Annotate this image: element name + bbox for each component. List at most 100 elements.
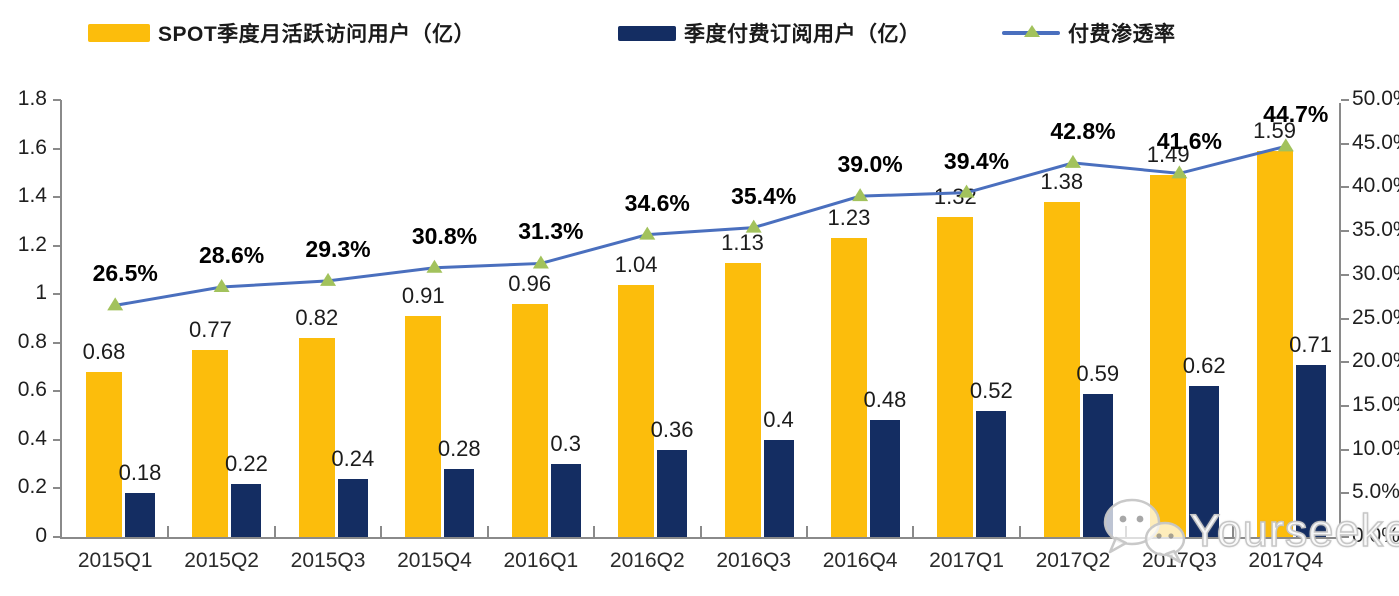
left-axis-tick-label: 1.2 (17, 232, 47, 256)
left-axis-tick (53, 244, 61, 247)
bar-mau (724, 262, 761, 537)
bar-subscribers (1295, 364, 1326, 537)
x-axis-category-label: 2015Q1 (77, 549, 153, 572)
bar-mau (298, 337, 335, 537)
right-axis-tick (1341, 142, 1349, 145)
subscriber-value-label: 0.4 (763, 406, 794, 432)
right-axis-tick-label: 30.0% (1352, 261, 1399, 285)
x-axis-tick (593, 526, 596, 537)
triangle-marker-icon (1024, 25, 1040, 37)
bar-mau (405, 316, 442, 537)
left-axis-tick-label: 1.6 (17, 135, 47, 159)
x-axis-category-label: 2015Q3 (290, 549, 366, 572)
legend-item-mau: SPOT季度月活跃访问用户（亿） (88, 18, 475, 48)
subscriber-value-label: 0.59 (1076, 360, 1120, 386)
left-axis-tick-label: 0 (35, 524, 47, 547)
subscriber-value-label: 0.36 (650, 416, 694, 442)
bar-mau (1043, 201, 1080, 537)
x-axis-category-label: 2017Q4 (1248, 549, 1324, 572)
triangle-marker-icon (958, 184, 975, 198)
left-axis-tick (53, 536, 61, 538)
x-axis-tick (273, 526, 276, 537)
subscriber-value-label: 0.24 (331, 445, 375, 471)
right-y-axis (1339, 103, 1341, 539)
right-axis-tick (1341, 99, 1349, 101)
penetration-pct-label: 41.6% (1156, 128, 1222, 155)
subscriber-value-label: 0.52 (969, 377, 1013, 403)
triangle-marker-icon (639, 226, 656, 240)
right-axis-tick-label: 5.0% (1352, 480, 1399, 504)
bar-mau (1150, 175, 1187, 537)
legend-item-penetration: 付费渗透率 (1002, 18, 1176, 48)
right-axis-tick-label: 25.0% (1352, 305, 1399, 329)
mau-value-label: 0.96 (508, 270, 552, 296)
triangle-marker-icon (107, 297, 124, 311)
bar-mau (86, 371, 122, 537)
left-axis-tick (53, 293, 61, 296)
penetration-pct-label: 26.5% (92, 260, 158, 287)
subscriber-value-label: 0.3 (550, 431, 581, 457)
x-axis-category-label: 2015Q2 (184, 549, 259, 572)
right-axis-tick-label: 20.0% (1352, 349, 1399, 373)
triangle-marker-icon (1064, 154, 1081, 168)
x-axis-category-label: 2016Q2 (609, 549, 685, 572)
bar-subscribers (976, 410, 1007, 537)
subscriber-value-label: 0.28 (437, 436, 481, 462)
penetration-pct-label: 29.3% (305, 235, 371, 262)
triangle-marker-icon (320, 272, 337, 286)
right-axis-tick (1341, 536, 1349, 538)
x-axis-category-label: 2017Q1 (929, 549, 1004, 572)
left-axis-tick-label: 0.8 (17, 329, 47, 353)
left-axis-tick (53, 487, 61, 490)
right-axis-tick (1341, 361, 1349, 364)
bar-subscribers (125, 493, 155, 537)
left-axis-tick (53, 196, 61, 199)
left-axis-tick-label: 0.4 (17, 426, 47, 450)
bar-subscribers (657, 449, 688, 537)
bar-mau (618, 284, 655, 537)
bar-mau (192, 350, 229, 537)
x-axis-tick (167, 526, 170, 537)
x-axis-category-label: 2016Q1 (503, 549, 579, 572)
mau-value-label: 0.68 (82, 338, 126, 364)
bar-subscribers (1189, 386, 1220, 537)
x-axis-category-label: 2015Q4 (397, 549, 472, 572)
penetration-pct-label: 35.4% (731, 182, 797, 209)
mau-value-label: 1.23 (827, 205, 871, 231)
left-axis-tick-label: 0.2 (17, 475, 47, 499)
x-axis-tick (380, 526, 383, 537)
bar-mau (1256, 150, 1293, 537)
subscriber-bar-swatch-icon (618, 25, 676, 41)
right-axis-tick (1341, 492, 1349, 495)
x-axis-tick (1231, 526, 1234, 537)
right-axis-tick-label: 50.0% (1352, 87, 1399, 110)
right-axis-tick (1341, 186, 1349, 189)
right-axis-tick-label: 15.0% (1352, 392, 1399, 416)
triangle-marker-icon (852, 188, 869, 202)
right-axis-tick-label: 0.0% (1352, 524, 1399, 547)
bar-subscribers (550, 464, 581, 537)
mau-value-label: 1.04 (614, 251, 658, 277)
penetration-pct-label: 39.4% (943, 147, 1010, 174)
bar-mau (830, 238, 867, 537)
bar-mau (511, 303, 548, 537)
subscriber-value-label: 0.18 (118, 460, 162, 486)
legend-label-penetration: 付费渗透率 (1068, 23, 1176, 46)
bar-mau (937, 216, 974, 537)
left-axis-tick-label: 1 (35, 281, 47, 305)
right-axis-tick (1341, 448, 1349, 451)
left-axis-tick (53, 341, 61, 344)
penetration-pct-label: 30.8% (411, 222, 478, 249)
mau-bar-swatch-icon (88, 24, 150, 42)
x-axis-tick (486, 526, 489, 537)
left-axis-tick-label: 1.4 (17, 184, 47, 208)
penetration-pct-label: 42.8% (1050, 117, 1116, 144)
penetration-pct-label: 31.3% (518, 218, 584, 245)
x-axis-tick (912, 526, 915, 537)
line-marker-swatch-icon (1002, 18, 1060, 48)
x-axis-tick (699, 526, 702, 537)
legend-item-subscribers: 季度付费订阅用户（亿） (618, 18, 921, 48)
legend-label-mau: SPOT季度月活跃访问用户（亿） (158, 23, 476, 46)
x-axis-category-label: 2016Q4 (822, 549, 898, 572)
